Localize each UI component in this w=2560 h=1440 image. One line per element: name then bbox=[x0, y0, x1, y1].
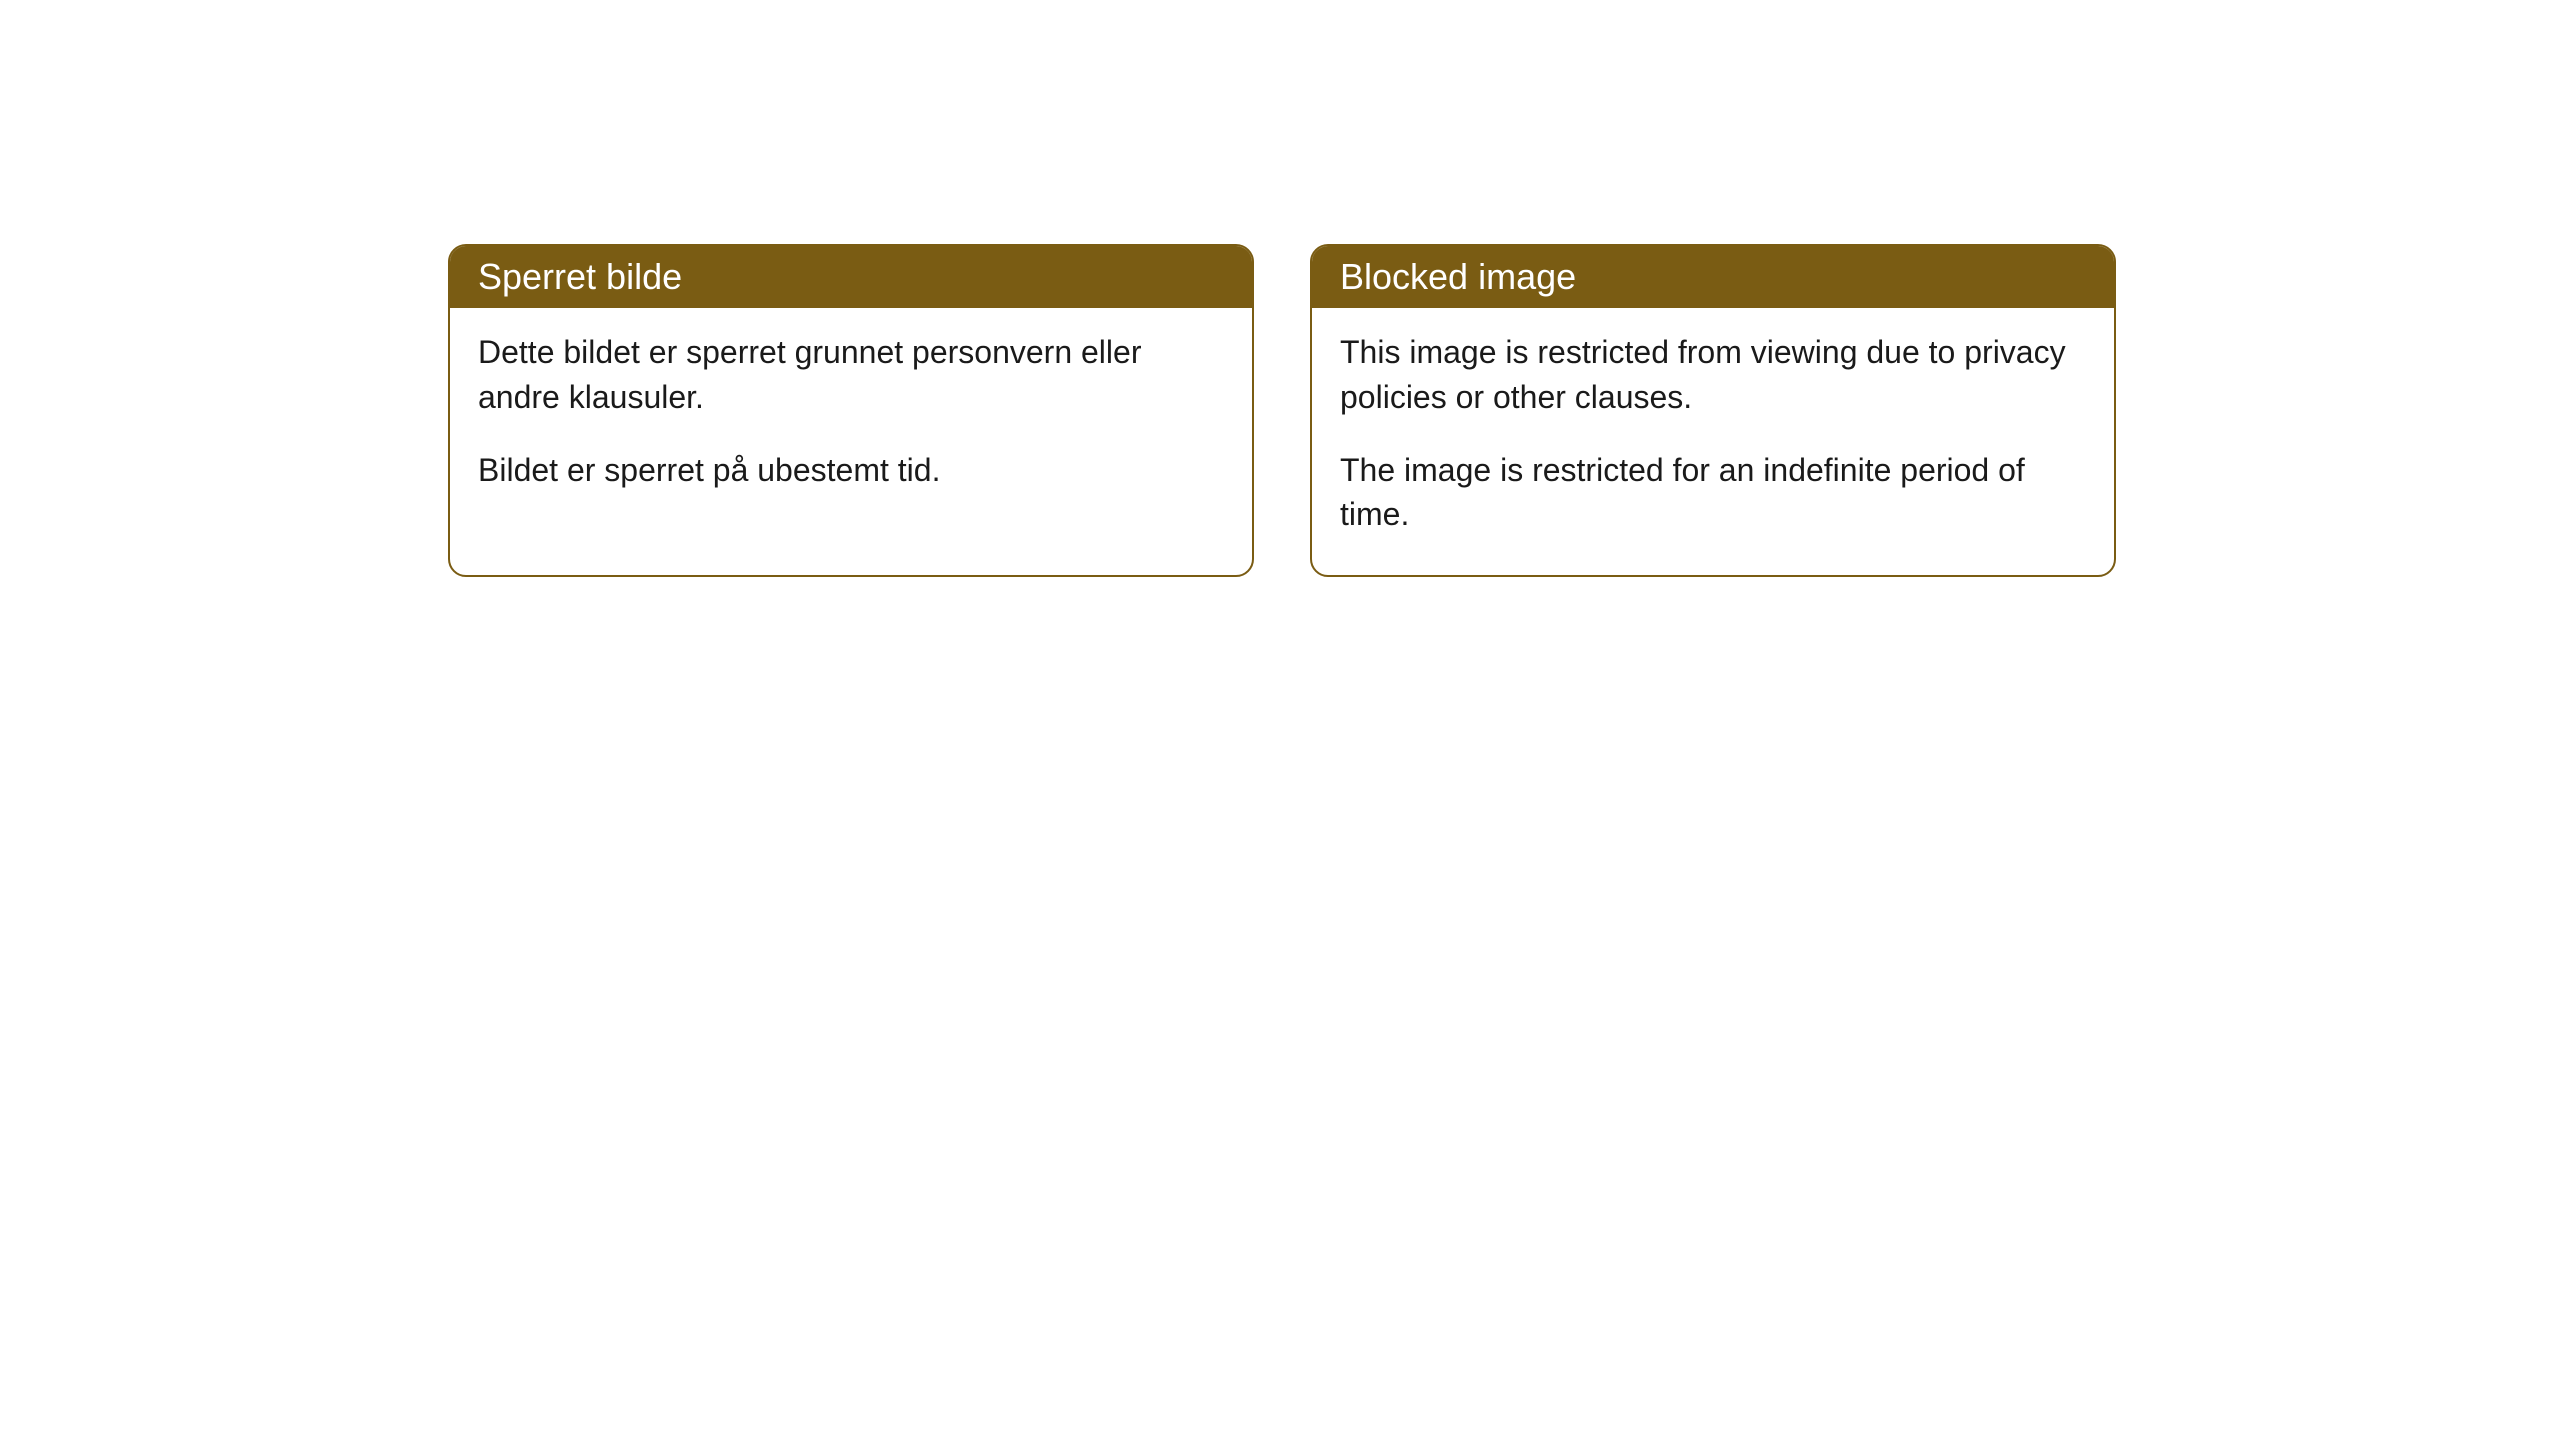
card-paragraph: Dette bildet er sperret grunnet personve… bbox=[478, 330, 1224, 420]
cards-container: Sperret bilde Dette bildet er sperret gr… bbox=[448, 244, 2116, 577]
card-header-norwegian: Sperret bilde bbox=[450, 246, 1252, 308]
card-paragraph: The image is restricted for an indefinit… bbox=[1340, 448, 2086, 538]
card-english: Blocked image This image is restricted f… bbox=[1310, 244, 2116, 577]
card-title: Sperret bilde bbox=[478, 256, 682, 297]
card-header-english: Blocked image bbox=[1312, 246, 2114, 308]
card-title: Blocked image bbox=[1340, 256, 1576, 297]
card-body-english: This image is restricted from viewing du… bbox=[1312, 308, 2114, 575]
card-norwegian: Sperret bilde Dette bildet er sperret gr… bbox=[448, 244, 1254, 577]
card-body-norwegian: Dette bildet er sperret grunnet personve… bbox=[450, 308, 1252, 530]
card-paragraph: This image is restricted from viewing du… bbox=[1340, 330, 2086, 420]
card-paragraph: Bildet er sperret på ubestemt tid. bbox=[478, 448, 1224, 493]
